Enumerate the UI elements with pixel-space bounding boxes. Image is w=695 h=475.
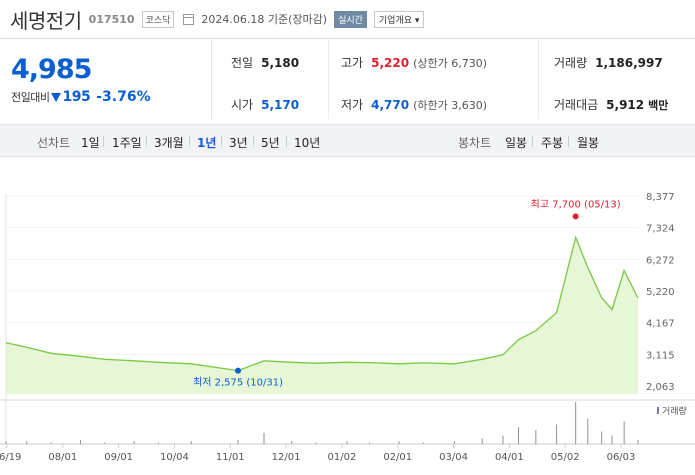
period-1y[interactable]: 1년 <box>197 136 217 150</box>
volume-legend-swatch <box>657 407 659 414</box>
stock-name: 세명전기 <box>10 8 82 33</box>
company-info-dropdown[interactable]: 기업개요 ▾ <box>373 10 425 28</box>
x-tick-label: 10/04 <box>160 452 189 463</box>
x-tick-label: 09/01 <box>104 452 133 463</box>
down-arrow-icon <box>51 92 62 102</box>
y-tick-label: 4,167 <box>646 319 675 330</box>
high-annotation: 최고 7,700 (05/13) <box>531 198 621 210</box>
x-tick-label: 04/01 <box>495 452 524 463</box>
y-tick-label: 6,272 <box>646 255 675 266</box>
period-1d[interactable]: 1일 <box>81 136 100 150</box>
calendar-icon <box>183 13 195 25</box>
prev-close: 전일 5,180 <box>231 56 300 70</box>
market-badge: 코스닥 <box>141 10 175 28</box>
x-tick-label: 11/01 <box>216 452 245 463</box>
period-1w[interactable]: 1주일 <box>112 136 142 150</box>
price-chart[interactable]: 8,377 7,324 6,272 5,220 4,167 3,115 2,063 최고 7,… <box>0 158 695 471</box>
price-summary: 4,985 전일대비 195 -3.76% 전일 5,180 시가 5,170 고가… <box>0 38 695 119</box>
change-value: 195 <box>62 89 91 105</box>
x-tick-label: 05/02 <box>551 452 580 463</box>
x-tick-label: 03/04 <box>439 452 468 463</box>
current-price: 4,985 <box>11 54 92 85</box>
price-area-fill <box>6 237 638 394</box>
low-annotation: 최저 2,575 (10/31) <box>193 377 283 389</box>
y-tick-label: 5,220 <box>646 287 675 298</box>
y-tick-label: 8,377 <box>646 192 675 203</box>
period-10y[interactable]: 10년 <box>294 136 321 150</box>
open-price: 시가 5,170 <box>231 98 300 112</box>
period-5y[interactable]: 5년 <box>261 136 280 150</box>
x-tick-label: 12/01 <box>272 452 301 463</box>
line-chart-label: 선차트 <box>37 136 71 150</box>
candle-weekly[interactable]: 주봉 <box>541 136 564 150</box>
change-percent: -3.76% <box>96 89 151 105</box>
low-marker <box>235 367 242 374</box>
y-tick-label: 2,063 <box>646 382 675 393</box>
realtime-button[interactable]: 실시간 <box>334 10 367 28</box>
stock-header: 세명전기 017510 코스닥 2024.06.18 기준(장마감) 실시간 기… <box>0 0 695 38</box>
candle-monthly[interactable]: 월봉 <box>577 136 600 150</box>
chevron-down-icon: ▾ <box>414 15 420 26</box>
low-price: 저가 4,770 (하한가 3,630) <box>341 98 487 112</box>
price-chart-svg[interactable]: 8,377 7,324 6,272 5,220 4,167 3,115 2,063 최고 7,… <box>0 158 695 471</box>
x-tick-label: 06/19 <box>0 452 21 463</box>
y-tick-label: 7,324 <box>646 224 675 235</box>
trade-amount: 거래대금 5,912 백만 <box>554 98 669 112</box>
period-3y[interactable]: 3년 <box>229 136 248 150</box>
current-price-box: 4,985 전일대비 195 -3.76% <box>0 39 212 119</box>
x-tick-label: 01/02 <box>327 452 356 463</box>
price-series-line <box>5 235 639 372</box>
x-tick-label: 02/01 <box>383 452 412 463</box>
high-price: 고가 5,220 (상한가 6,730) <box>341 56 487 70</box>
high-marker <box>572 213 579 220</box>
volume: 거래량 1,186,997 <box>554 56 663 70</box>
x-tick-label: 06/03 <box>607 452 636 463</box>
y-tick-label: 3,115 <box>646 350 675 361</box>
x-tick-label: 08/01 <box>48 452 77 463</box>
candle-chart-label: 봉차트 <box>458 136 492 150</box>
candle-daily[interactable]: 일봉 <box>505 136 528 150</box>
volume-legend: 거래량 <box>662 405 687 417</box>
period-3m[interactable]: 3개월 <box>154 136 184 150</box>
period-selector: 선차트 1일 1주일 3개월 1년 3년 5년 10년 봉차트 일봉 주봉 월봉 <box>0 124 695 157</box>
change-row: 전일대비 195 -3.76% <box>11 89 211 105</box>
stock-code: 017510 <box>88 12 135 26</box>
quote-date: 2024.06.18 기준(장마감) <box>201 13 328 26</box>
change-label: 전일대비 <box>11 91 50 104</box>
